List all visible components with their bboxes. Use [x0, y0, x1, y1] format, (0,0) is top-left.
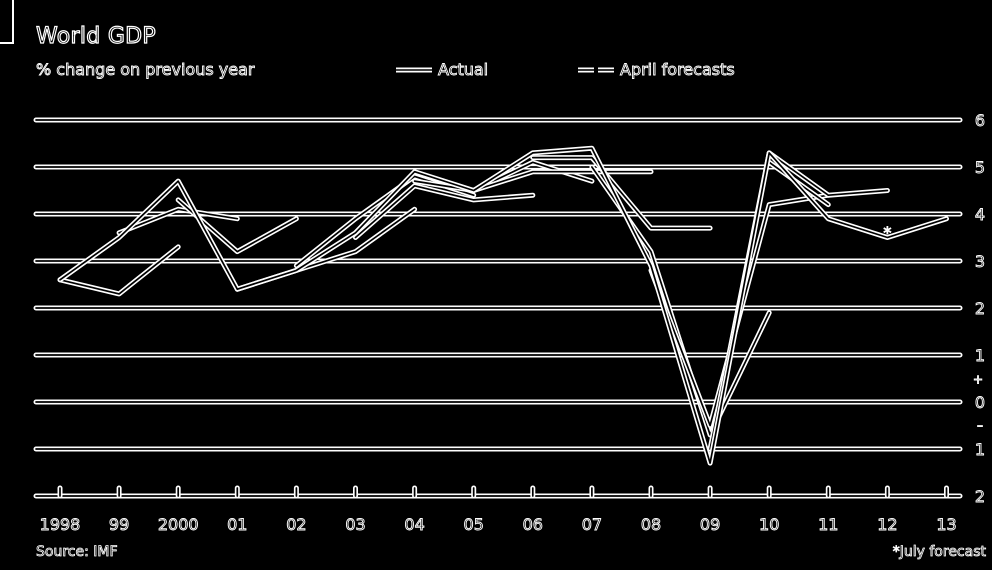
forecast-line-inner	[59, 246, 180, 295]
y-tick-label: 6	[975, 111, 985, 130]
y-tick-label: 2	[975, 487, 985, 506]
y-sign-plus: +	[973, 373, 983, 387]
y-sign-minus: –	[977, 419, 983, 433]
y-tick-label: 4	[975, 205, 985, 224]
chart-subtitle: % change on previous year	[36, 60, 255, 80]
legend-label-actual: Actual	[438, 60, 489, 80]
legend-item-april-forecasts: April forecasts	[578, 60, 735, 79]
x-tick-label: 05	[464, 515, 484, 534]
y-tick-label: 2	[975, 299, 985, 318]
forecast-line-inner	[118, 208, 239, 234]
corner-mark	[0, 0, 14, 44]
y-tick-label: 5	[975, 158, 985, 177]
x-tick-label: 2000	[158, 515, 199, 534]
annotation-marker: *	[883, 223, 891, 242]
forecast-line	[57, 244, 181, 297]
x-tick-label: 06	[523, 515, 543, 534]
source-note: Source: IMF	[36, 544, 118, 561]
forecast-line-inner	[354, 184, 534, 239]
legend-item-actual: Actual	[396, 60, 489, 80]
y-tick-label: 0	[975, 393, 985, 412]
x-tick-label: 08	[641, 515, 661, 534]
footnote: *July forecast	[892, 544, 986, 561]
x-tick-label: 13	[936, 515, 956, 534]
x-tick-label: 04	[404, 515, 424, 534]
legend-label-april-forecasts: April forecasts	[620, 60, 736, 80]
legend-swatch-april-forecasts	[578, 67, 614, 72]
chart-title: World GDP	[35, 23, 156, 49]
x-tick-label: 07	[582, 515, 602, 534]
forecast-line-inner	[531, 156, 711, 229]
x-tick-label: 99	[109, 515, 129, 534]
actual-line-inner	[59, 147, 948, 464]
x-tick-label: 01	[227, 515, 247, 534]
x-tick-label: 1998	[40, 515, 81, 534]
x-tick-label: 12	[877, 515, 897, 534]
x-tick-label: 09	[700, 515, 720, 534]
y-tick-label: 3	[975, 252, 985, 271]
y-tick-label: 1	[975, 440, 985, 459]
y-tick-label: 1	[975, 346, 985, 365]
forecast-line	[175, 197, 299, 255]
x-tick-label: 03	[345, 515, 365, 534]
x-tick-label: 10	[759, 515, 779, 534]
legend-swatch-actual	[396, 67, 432, 72]
x-tick-label: 02	[286, 515, 306, 534]
forecast-line	[707, 150, 890, 452]
forecast-line-inner	[472, 170, 652, 192]
forecast-line-inner	[709, 152, 889, 450]
x-tick-label: 11	[818, 515, 838, 534]
